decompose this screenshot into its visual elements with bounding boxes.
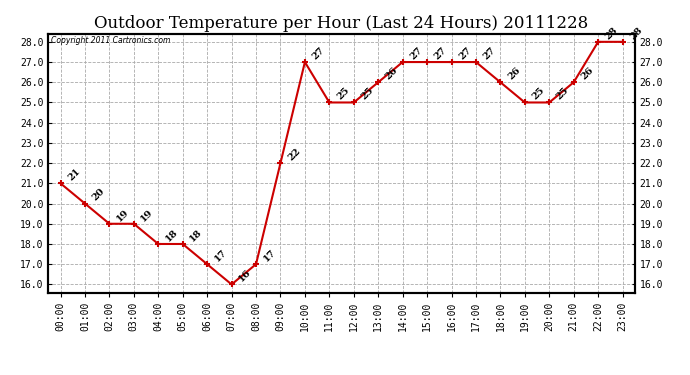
Text: 26: 26: [384, 66, 400, 81]
Text: 28: 28: [604, 25, 620, 41]
Text: 18: 18: [188, 227, 204, 243]
Text: 25: 25: [555, 86, 571, 102]
Text: 25: 25: [335, 86, 351, 102]
Text: Copyright 2011 Cartronics.com: Copyright 2011 Cartronics.com: [51, 36, 170, 45]
Text: 19: 19: [115, 207, 131, 223]
Text: 17: 17: [213, 248, 228, 263]
Text: 18: 18: [164, 227, 179, 243]
Text: 17: 17: [262, 248, 277, 263]
Text: 16: 16: [237, 268, 253, 284]
Text: 27: 27: [408, 45, 424, 61]
Text: 22: 22: [286, 146, 302, 162]
Text: 27: 27: [482, 45, 497, 61]
Text: 27: 27: [433, 45, 448, 61]
Text: 25: 25: [531, 86, 546, 102]
Text: 25: 25: [359, 86, 375, 102]
Title: Outdoor Temperature per Hour (Last 24 Hours) 20111228: Outdoor Temperature per Hour (Last 24 Ho…: [95, 15, 589, 32]
Text: 28: 28: [628, 25, 644, 41]
Text: 27: 27: [310, 45, 326, 61]
Text: 21: 21: [66, 167, 82, 183]
Text: 20: 20: [90, 187, 106, 203]
Text: 26: 26: [580, 66, 595, 81]
Text: 26: 26: [506, 66, 522, 81]
Text: 27: 27: [457, 45, 473, 61]
Text: 19: 19: [139, 207, 155, 223]
